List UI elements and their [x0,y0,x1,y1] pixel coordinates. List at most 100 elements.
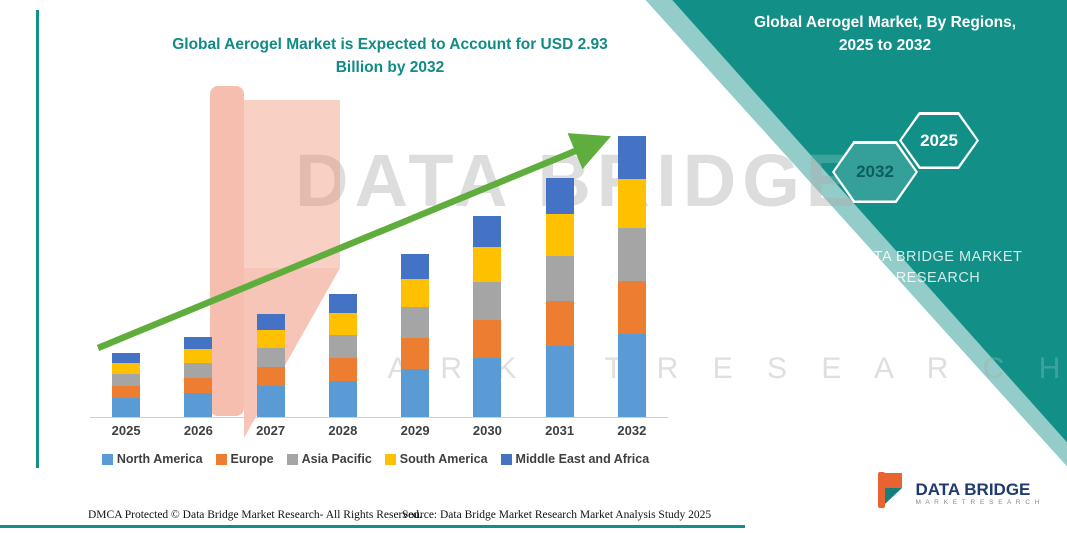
page-title-line1: Global Aerogel Market is Expected to Acc… [172,36,608,53]
legend-item-middle-east-and-africa: Middle East and Africa [500,452,650,466]
bar-segment-europe [256,367,285,386]
bar-segment-asia-pacific [256,348,285,367]
bar-segment-middle-east-and-africa [184,337,213,349]
legend-swatch-asia-pacific [286,453,298,465]
legend-label-europe: Europe [230,452,274,466]
legend-label-asia-pacific: Asia Pacific [301,452,372,466]
bar-2025 [112,353,141,417]
x-axis-labels: 2025 2026 2027 2028 2029 2030 2031 2032 [90,423,668,438]
bar-segment-middle-east-and-africa [545,178,574,214]
x-axis-label-2031: 2031 [545,423,575,438]
bar-segment-europe [112,386,141,398]
page-title: Global Aerogel Market is Expected to Acc… [120,33,660,79]
bar-segment-south-america [256,330,285,348]
footer-dmca-text: DMCA Protected © Data Bridge Market Rese… [88,509,422,521]
side-panel-brand-line2: RESEARCH [895,270,981,286]
bar-column-2027 [235,130,307,417]
bar-segment-asia-pacific [473,282,502,320]
legend-swatch-europe [215,453,227,465]
side-panel-heading: Global Aerogel Market, By Regions, 2025 … [725,11,1045,57]
bar-segment-middle-east-and-africa [256,314,285,330]
bar-segment-north-america [401,369,430,417]
bar-column-2025 [90,130,162,417]
bar-segment-south-america [184,349,213,363]
bar-segment-asia-pacific [328,335,357,358]
legend-label-north-america: North America [116,452,203,466]
bar-segment-north-america [617,334,646,417]
bar-chart-plot-area [90,130,668,418]
bar-segment-europe [545,301,574,346]
bar-segment-north-america [545,346,574,417]
bar-column-2032 [596,130,668,417]
bar-segment-south-america [545,214,574,256]
data-bridge-logo-icon [871,470,907,517]
legend-swatch-middle-east-and-africa [500,453,512,465]
bar-segment-north-america [112,398,141,417]
bar-2027 [256,314,285,417]
bottom-accent-line [0,525,745,528]
legend-item-asia-pacific: Asia Pacific [286,452,372,466]
side-panel-heading-line2: 2025 to 2032 [838,37,932,54]
bar-segment-europe [401,338,430,369]
bar-segment-asia-pacific [184,363,213,378]
bar-segment-south-america [328,313,357,335]
x-axis-label-2028: 2028 [328,423,358,438]
x-axis-label-2032: 2032 [617,423,647,438]
bar-2026 [184,337,213,417]
footer-source-text: Source: Data Bridge Market Research Mark… [402,509,712,521]
bar-segment-middle-east-and-africa [328,294,357,313]
page-title-line2: Billion by 2032 [335,59,445,76]
bar-segment-europe [617,281,646,334]
bar-segment-asia-pacific [401,307,430,338]
bar-2028 [328,294,357,417]
bar-segment-south-america [401,279,430,307]
side-panel-brand-line1: DATA BRIDGE MARKET [853,249,1023,265]
hexagon-badge-2025-label: 2025 [901,114,977,167]
data-bridge-logo: DATA BRIDGE M A R K E T R E S E A R C H [871,470,1041,517]
bar-2031 [545,178,574,417]
legend-label-middle-east-and-africa: Middle East and Africa [515,452,650,466]
bar-segment-europe [473,320,502,358]
bar-column-2031 [524,130,596,417]
bar-segment-north-america [328,381,357,417]
bar-2030 [473,216,502,417]
x-axis-label-2027: 2027 [256,423,286,438]
bar-segment-middle-east-and-africa [617,136,646,179]
bar-segment-middle-east-and-africa [401,254,430,279]
legend-swatch-north-america [101,453,113,465]
hexagon-badge-2032-label: 2032 [834,143,916,201]
bar-segment-middle-east-and-africa [112,353,141,363]
chart-legend: North America Europe Asia Pacific South Ame… [68,452,683,466]
bar-segment-north-america [256,386,285,417]
bar-2029 [401,254,430,417]
legend-label-south-america: South America [399,452,488,466]
left-accent-line [36,10,39,468]
x-axis-label-2029: 2029 [400,423,430,438]
side-panel-brand-text: DATA BRIDGE MARKET RESEARCH [843,247,1033,289]
bar-segment-asia-pacific [617,228,646,281]
legend-swatch-south-america [384,453,396,465]
bar-segment-south-america [473,247,502,282]
bar-segment-middle-east-and-africa [473,216,502,247]
bar-column-2030 [451,130,523,417]
data-bridge-logo-text: DATA BRIDGE M A R K E T R E S E A R C H [915,480,1041,507]
bar-segment-south-america [617,179,646,228]
bar-segment-europe [328,358,357,381]
legend-item-south-america: South America [384,452,488,466]
bar-segment-north-america [184,393,213,417]
legend-item-north-america: North America [101,452,203,466]
x-axis-label-2025: 2025 [111,423,141,438]
bar-segment-north-america [473,358,502,417]
bar-column-2026 [162,130,234,417]
bar-segment-south-america [112,363,141,374]
side-panel-heading-line1: Global Aerogel Market, By Regions, [753,14,1017,31]
logo-name: DATA BRIDGE [915,480,1031,499]
bar-2032 [617,136,646,417]
bar-column-2029 [379,130,451,417]
x-axis-label-2026: 2026 [183,423,213,438]
bar-segment-asia-pacific [545,256,574,301]
logo-tagline: M A R K E T R E S E A R C H [915,499,1041,506]
bar-segment-europe [184,378,213,393]
bar-column-2028 [307,130,379,417]
